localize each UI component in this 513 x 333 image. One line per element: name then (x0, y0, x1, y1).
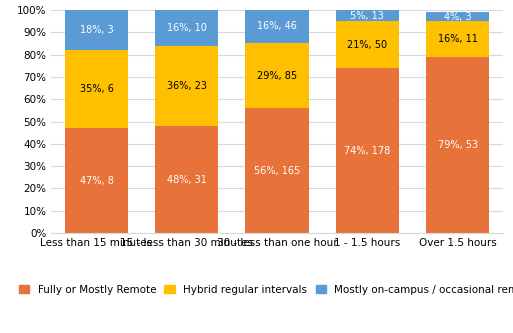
Text: 4%, 3: 4%, 3 (444, 12, 471, 22)
Text: 29%, 85: 29%, 85 (257, 71, 297, 81)
Bar (65, 128, 128, 233)
Bar (245, 108, 309, 233)
Bar (245, 8, 309, 44)
Bar (336, 10, 399, 21)
Bar (426, 12, 489, 21)
Text: 21%, 50: 21%, 50 (347, 40, 387, 50)
Text: 35%, 6: 35%, 6 (80, 84, 113, 94)
Bar (426, 21, 489, 57)
Text: 56%, 165: 56%, 165 (254, 166, 300, 175)
Bar (426, 57, 489, 233)
Bar (336, 21, 399, 68)
Text: 48%, 31: 48%, 31 (167, 174, 207, 184)
Text: 16%, 11: 16%, 11 (438, 34, 478, 44)
Text: 5%, 13: 5%, 13 (350, 11, 384, 21)
Text: 74%, 178: 74%, 178 (344, 146, 390, 156)
Bar (245, 44, 309, 108)
Text: 16%, 46: 16%, 46 (257, 21, 297, 31)
Text: 18%, 3: 18%, 3 (80, 25, 113, 35)
Bar (65, 10, 128, 50)
Bar (155, 126, 219, 233)
Text: 36%, 23: 36%, 23 (167, 81, 207, 91)
Bar (155, 10, 219, 46)
Bar (155, 46, 219, 126)
Text: 79%, 53: 79%, 53 (438, 140, 478, 150)
Bar (65, 50, 128, 128)
Legend: Fully or Mostly Remote, Hybrid regular intervals, Mostly on-campus / occasional : Fully or Mostly Remote, Hybrid regular i… (19, 285, 513, 295)
Text: 47%, 8: 47%, 8 (80, 176, 113, 186)
Bar (336, 68, 399, 233)
Text: 16%, 10: 16%, 10 (167, 23, 207, 33)
